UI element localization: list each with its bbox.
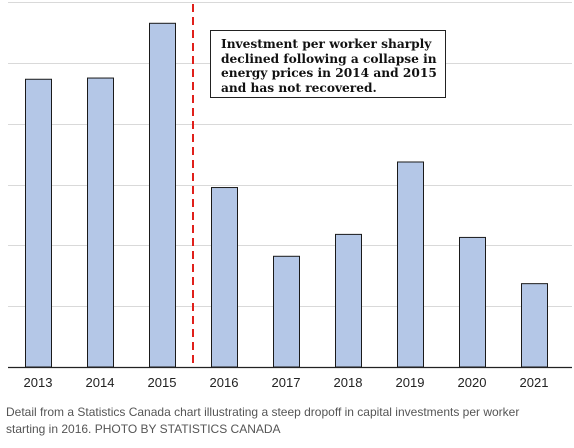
x-tick-label: 2018 (334, 375, 363, 390)
bar-2013 (25, 78, 52, 368)
bar-2020 (459, 236, 486, 368)
x-tick-label: 2015 (148, 375, 177, 390)
x-tick-label: 2020 (458, 375, 487, 390)
bar-2015 (149, 22, 176, 368)
annotation-line: energy prices in 2014 and 2015 (221, 66, 437, 80)
annotation-line: declined following a collapse in (221, 51, 437, 66)
bar-chart: 2013 2014 2015 2016 2017 2018 2019 2020 2021 (8, 2, 572, 390)
caption-line: starting in 2016. PHOTO BY STATISTICS CA… (6, 422, 281, 436)
x-tick-label: 2017 (272, 375, 301, 390)
bar-2014 (87, 77, 114, 368)
x-tick-label: 2013 (24, 375, 53, 390)
annotation-line: Investment per worker sharply (221, 37, 432, 51)
bars (25, 22, 548, 368)
bar-2021 (521, 283, 548, 368)
x-tick-label: 2014 (86, 375, 115, 390)
bar-2018 (335, 233, 362, 368)
x-tick-label: 2016 (210, 375, 239, 390)
bar-2017 (273, 255, 300, 368)
x-tick-label: 2019 (396, 375, 425, 390)
annotation-callout: Investment per worker sharply declined f… (210, 30, 446, 98)
x-tick-labels: 2013 2014 2015 2016 2017 2018 2019 2020 2021 (24, 375, 549, 390)
bar-2016 (211, 187, 238, 368)
bar-2019 (397, 161, 424, 368)
caption-line: Detail from a Statistics Canada chart il… (6, 405, 520, 419)
x-tick-label: 2021 (520, 375, 549, 390)
photo-caption: Detail from a Statistics Canada chart il… (6, 404, 572, 438)
annotation-line: and has not recovered. (221, 80, 377, 95)
